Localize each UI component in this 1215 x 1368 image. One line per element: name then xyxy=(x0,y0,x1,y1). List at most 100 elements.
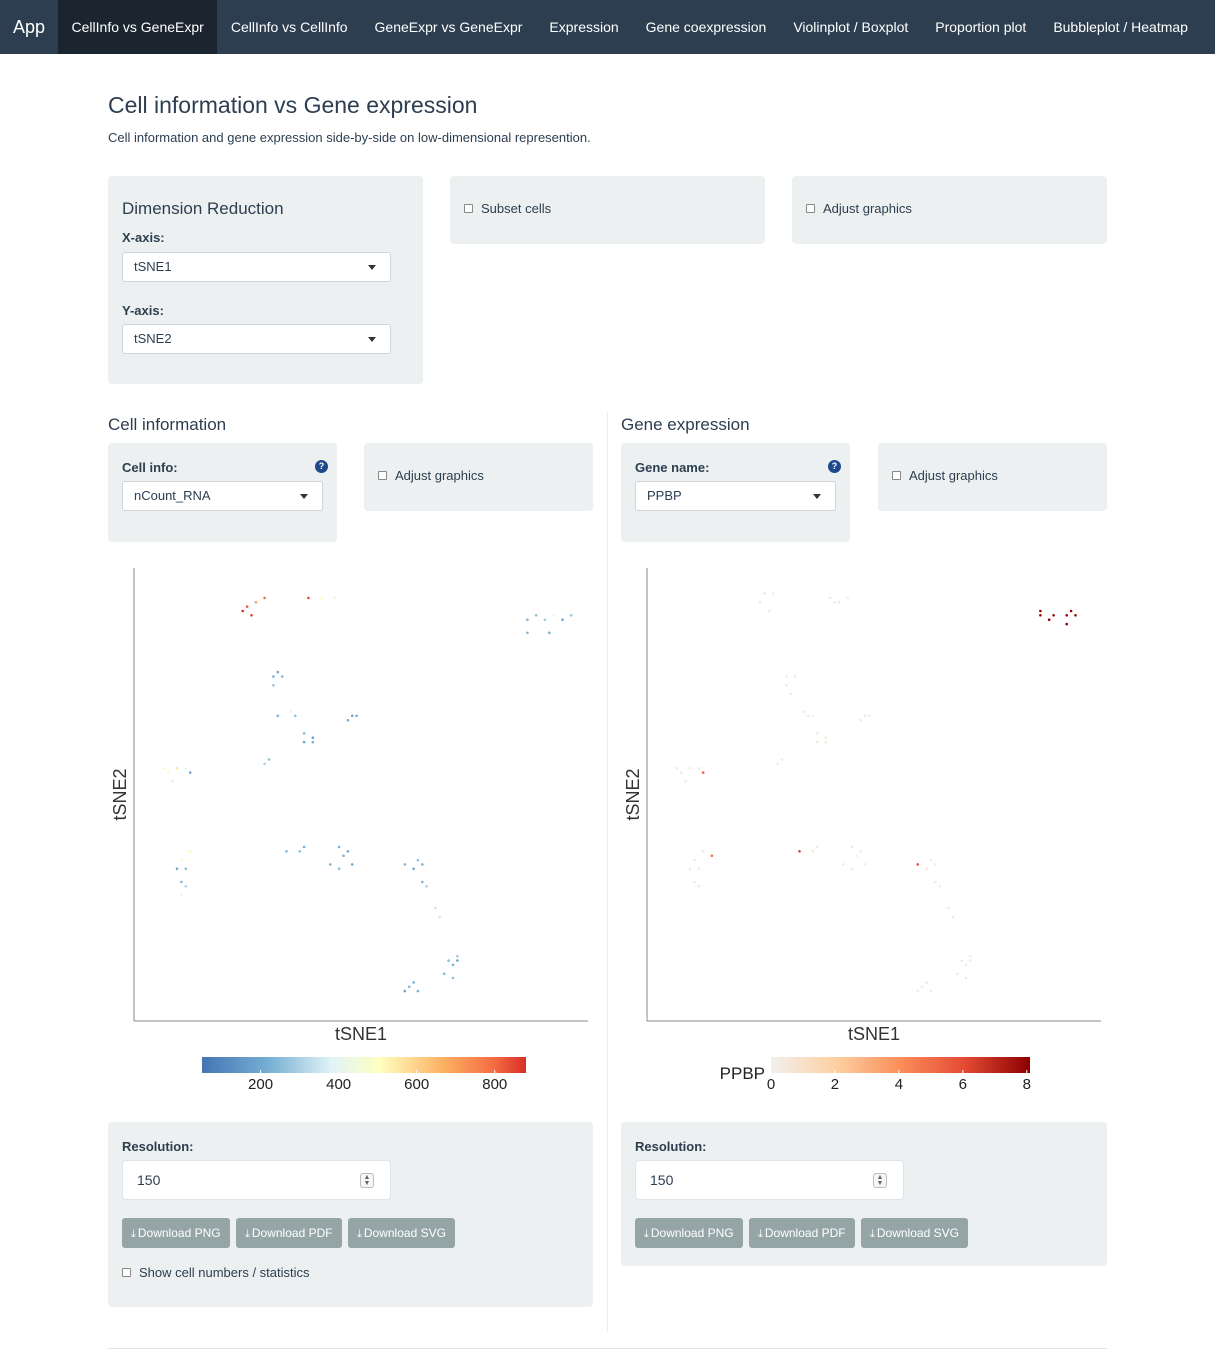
cellinfo-legend-tick-label: 800 xyxy=(482,1076,507,1093)
show-stats-checkbox[interactable]: Show cell numbers / statistics xyxy=(122,1265,310,1280)
cellinfo-point xyxy=(276,714,280,718)
cellinfo-point xyxy=(456,959,459,962)
y-axis-label: Y-axis: xyxy=(122,303,164,318)
download-icon: ⤓ xyxy=(245,1228,250,1240)
app-brand[interactable]: App xyxy=(13,17,46,37)
cell-info-scatter-plot: tSNE1 tSNE2 200 400 600 800 xyxy=(110,568,588,1093)
tab-geneexpr-vs-geneexpr[interactable]: GeneExpr vs GeneExpr xyxy=(374,19,523,35)
cellinfo-point xyxy=(241,609,244,613)
download-icon: ⤓ xyxy=(758,1228,763,1240)
cellinfo-point xyxy=(355,714,358,718)
geneexpr-point xyxy=(868,714,871,718)
geneexpr-point xyxy=(802,710,806,713)
checkbox-icon[interactable] xyxy=(806,204,815,213)
geneexpr-point xyxy=(951,915,955,919)
cellinfo-point xyxy=(526,618,529,621)
geneexpr-point xyxy=(934,863,937,866)
cellinfo-legend-tick-label: 400 xyxy=(326,1076,351,1093)
cellinfo-point xyxy=(184,767,188,770)
cellinfo-point xyxy=(180,880,183,884)
geneexpr-point xyxy=(767,609,771,613)
checkbox-icon[interactable] xyxy=(122,1268,131,1277)
cellinfo-point xyxy=(333,596,336,600)
download-icon: ⤓ xyxy=(357,1228,362,1240)
page-subtitle: Cell information and gene expression sid… xyxy=(108,130,591,145)
geneexpr-point xyxy=(824,736,828,739)
geneexpr-point xyxy=(1069,609,1073,613)
cellinfo-point xyxy=(350,863,354,866)
checkbox-icon[interactable] xyxy=(892,471,901,480)
geneexpr-point xyxy=(697,885,701,888)
cell-info-value: nCount_RNA xyxy=(134,488,211,503)
geneexpr-legend-tick-label: 0 xyxy=(767,1076,775,1093)
download-svg-button[interactable]: ⤓ Download SVG xyxy=(348,1218,455,1248)
question-circle-icon[interactable]: ? xyxy=(828,460,841,473)
cell-info-select[interactable]: nCount_RNA xyxy=(122,481,323,511)
tab-proportion-plot[interactable]: Proportion plot xyxy=(935,19,1027,35)
cell-info-adjust-checkbox[interactable]: Adjust graphics xyxy=(378,468,484,483)
cellinfo-point xyxy=(180,858,183,862)
cellinfo-point xyxy=(245,605,249,608)
cellinfo-point xyxy=(285,850,288,853)
spinner-icon[interactable]: ▲ ▼ xyxy=(873,1173,887,1188)
cellinfo-point xyxy=(175,767,179,770)
geneexpr-point xyxy=(688,767,692,770)
download-png-button[interactable]: ⤓ Download PNG xyxy=(122,1218,230,1248)
resolution-label: Resolution: xyxy=(122,1139,194,1154)
geneexpr-color-legend-bar xyxy=(771,1057,1030,1073)
cellinfo-point xyxy=(267,758,271,761)
adjust-graphics-checkbox-top[interactable]: Adjust graphics xyxy=(806,201,912,216)
download-png-label: Download PNG xyxy=(650,1226,734,1240)
download-pdf-button[interactable]: ⤓ Download PDF xyxy=(236,1218,342,1248)
cellinfo-point xyxy=(346,850,350,853)
dimension-reduction-panel: Dimension Reduction X-axis: tSNE1 Y-axis… xyxy=(108,176,423,384)
cellinfo-point xyxy=(442,972,446,975)
tab-bubbleplot-heatmap[interactable]: Bubbleplot / Heatmap xyxy=(1053,19,1188,35)
tab-expression[interactable]: Expression xyxy=(549,19,619,35)
cellinfo-point xyxy=(180,893,183,897)
tab-gene-coexpression[interactable]: Gene coexpression xyxy=(645,19,767,35)
subset-cells-checkbox[interactable]: Subset cells xyxy=(464,201,551,216)
tab-violinplot-boxplot[interactable]: Violinplot / Boxplot xyxy=(793,19,909,35)
dimension-reduction-title: Dimension Reduction xyxy=(122,199,284,218)
cellinfo-point xyxy=(320,596,323,600)
download-pdf-button[interactable]: ⤓ Download PDF xyxy=(749,1218,855,1248)
cellinfo-color-legend-bar xyxy=(202,1057,526,1073)
geneexpr-point xyxy=(955,972,959,975)
x-axis-select[interactable]: tSNE1 xyxy=(122,252,391,282)
resolution-input[interactable]: 150 ▲ ▼ xyxy=(122,1160,391,1200)
tab-cellinfo-vs-cellinfo[interactable]: CellInfo vs CellInfo xyxy=(230,19,348,35)
resolution-label: Resolution: xyxy=(635,1139,707,1154)
cellinfo-point xyxy=(416,989,420,993)
gene-name-select[interactable]: PPBP xyxy=(635,481,836,511)
y-axis-select[interactable]: tSNE2 xyxy=(122,324,391,354)
gene-expr-adjust-checkbox[interactable]: Adjust graphics xyxy=(892,468,998,483)
cellinfo-point xyxy=(438,915,442,919)
checkbox-icon[interactable] xyxy=(464,204,473,213)
cellinfo-point xyxy=(167,771,170,774)
download-svg-label: Download SVG xyxy=(363,1226,446,1240)
cellinfo-point xyxy=(298,850,301,853)
cellinfo-point xyxy=(421,863,424,866)
download-png-button[interactable]: ⤓ Download PNG xyxy=(635,1218,743,1248)
cellinfo-point xyxy=(276,670,280,674)
geneexpr-point xyxy=(815,732,819,735)
cell-info-label: Cell info: xyxy=(122,460,178,475)
geneexpr-point xyxy=(793,675,797,678)
spinner-icon[interactable]: ▲ ▼ xyxy=(360,1173,374,1188)
gene-expr-adjust-label: Adjust graphics xyxy=(909,468,998,483)
download-svg-button[interactable]: ⤓ Download SVG xyxy=(861,1218,968,1248)
checkbox-icon[interactable] xyxy=(378,471,387,480)
cellinfo-point xyxy=(311,736,315,739)
cellinfo-point xyxy=(302,740,306,744)
geneexpr-point xyxy=(697,867,701,871)
geneexpr-point xyxy=(798,850,801,853)
question-circle-icon[interactable]: ? xyxy=(315,460,328,473)
tab-cellinfo-vs-geneexpr[interactable]: CellInfo vs GeneExpr xyxy=(58,0,218,54)
cellinfo-point xyxy=(451,963,455,967)
x-axis-label: X-axis: xyxy=(122,230,165,245)
geneexpr-x-axis-title: tSNE1 xyxy=(848,1024,900,1044)
geneexpr-point xyxy=(780,758,784,761)
resolution-input[interactable]: 150 ▲ ▼ xyxy=(635,1160,904,1200)
cell-info-panel: Cell info: ? nCount_RNA xyxy=(108,443,337,542)
